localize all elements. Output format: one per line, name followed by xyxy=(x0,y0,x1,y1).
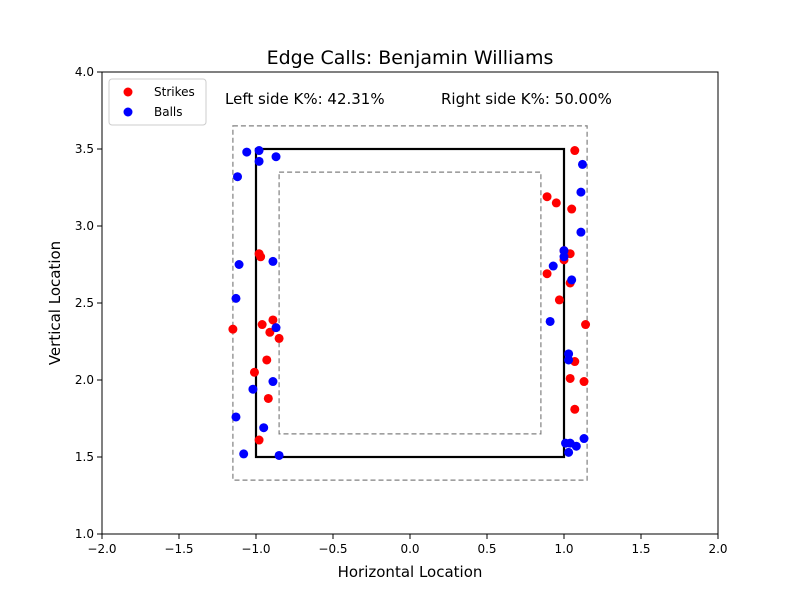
ball-point xyxy=(254,146,264,156)
ball-point xyxy=(545,316,555,326)
ball-point xyxy=(567,275,577,285)
ball-point xyxy=(576,227,586,237)
ball-point xyxy=(231,412,241,422)
ball-point xyxy=(239,449,249,459)
y-tick-label: 2.5 xyxy=(75,296,94,310)
ball-point xyxy=(233,172,243,182)
y-tick-label: 4.0 xyxy=(75,65,94,79)
strike-point xyxy=(551,198,561,208)
ball-point xyxy=(559,246,569,256)
y-axis-label: Vertical Location xyxy=(46,241,64,365)
strike-point xyxy=(565,373,575,383)
strike-point xyxy=(542,269,552,279)
legend-marker-strikes xyxy=(123,87,133,97)
ball-point xyxy=(271,152,281,162)
strike-point xyxy=(274,333,284,343)
y-tick-label: 2.0 xyxy=(75,373,94,387)
chart-title: Edge Calls: Benjamin Williams xyxy=(267,47,554,69)
x-tick-label: −0.5 xyxy=(318,542,347,556)
ball-point xyxy=(248,384,258,394)
ball-point xyxy=(259,423,269,433)
strike-point xyxy=(579,377,589,387)
outer-edge-zone xyxy=(232,125,588,481)
ball-point xyxy=(271,323,281,333)
y-tick-label: 1.5 xyxy=(75,450,94,464)
legend-label-balls: Balls xyxy=(154,105,183,119)
strike-point xyxy=(263,393,273,403)
y-axis: 1.0 1.5 2.0 2.5 3.0 3.5 4.0 xyxy=(75,65,102,541)
ball-point xyxy=(577,159,587,169)
x-tick-label: 0.5 xyxy=(477,542,496,556)
legend-box xyxy=(108,78,207,126)
ball-point xyxy=(579,434,589,444)
right-side-k-annotation: Right side K%: 50.00% xyxy=(441,90,612,108)
strike-point xyxy=(256,252,266,262)
ball-point xyxy=(254,156,264,166)
ball-point xyxy=(564,349,574,359)
ball-point xyxy=(268,377,278,387)
x-tick-label: 0.0 xyxy=(400,542,419,556)
legend-label-strikes: Strikes xyxy=(154,85,195,99)
x-tick-label: −1.0 xyxy=(241,542,270,556)
strike-point xyxy=(262,355,272,365)
x-axis-label: Horizontal Location xyxy=(338,563,483,581)
ball-point xyxy=(564,355,574,365)
strike-point xyxy=(570,146,580,156)
strike-point xyxy=(581,320,591,330)
ball-point xyxy=(268,256,278,266)
zone-layer xyxy=(232,125,588,481)
ball-point xyxy=(242,147,252,157)
x-tick-label: 1.5 xyxy=(631,542,650,556)
x-tick-label: 1.0 xyxy=(554,542,573,556)
ball-point xyxy=(234,260,244,269)
x-tick-label: −1.5 xyxy=(164,542,193,556)
strike-point xyxy=(265,327,275,337)
strike-point xyxy=(567,204,577,214)
ball-point xyxy=(274,450,284,460)
left-side-k-annotation: Left side K%: 42.31% xyxy=(225,90,385,108)
inner-edge-zone xyxy=(278,171,542,435)
x-tick-label: −2.0 xyxy=(87,542,116,556)
strike-point xyxy=(268,315,278,325)
ball-point xyxy=(548,261,558,271)
legend-marker-balls xyxy=(123,107,133,117)
ball-point xyxy=(564,447,574,457)
ball-point xyxy=(571,441,581,451)
strike-point xyxy=(542,192,552,202)
ball-points xyxy=(231,146,589,460)
y-tick-label: 1.0 xyxy=(75,527,94,541)
strike-zone xyxy=(254,147,566,459)
ball-point xyxy=(576,187,586,197)
ball-point xyxy=(559,252,569,262)
ball-point xyxy=(231,293,241,303)
x-axis: −2.0 −1.5 −1.0 −0.5 0.0 0.5 1.0 1.5 2.0 xyxy=(87,534,728,556)
strike-point xyxy=(554,295,564,305)
strike-point xyxy=(249,367,259,377)
strike-point xyxy=(228,324,238,334)
x-tick-label: 2.0 xyxy=(708,542,727,556)
strike-point xyxy=(570,404,580,414)
y-tick-label: 3.0 xyxy=(75,219,94,233)
y-tick-label: 3.5 xyxy=(75,142,94,156)
strike-point xyxy=(257,320,267,330)
strike-point xyxy=(254,435,264,445)
legend: Strikes Balls xyxy=(108,78,207,126)
